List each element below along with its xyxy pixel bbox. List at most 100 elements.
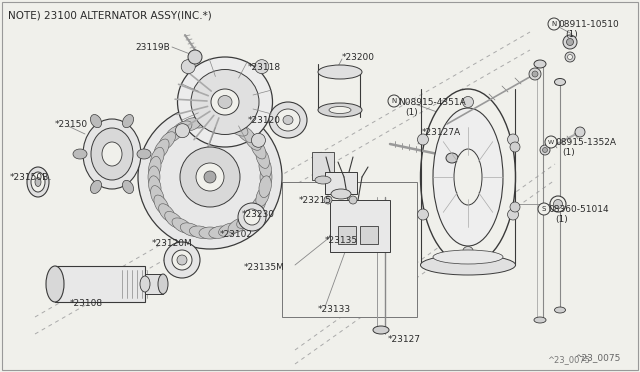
Ellipse shape bbox=[251, 195, 266, 215]
Bar bbox=[312, 152, 334, 180]
Circle shape bbox=[550, 196, 566, 212]
Circle shape bbox=[252, 133, 266, 147]
Ellipse shape bbox=[554, 78, 566, 86]
Ellipse shape bbox=[446, 153, 458, 163]
Ellipse shape bbox=[148, 176, 161, 198]
Circle shape bbox=[568, 55, 573, 60]
Ellipse shape bbox=[315, 176, 331, 184]
Circle shape bbox=[543, 148, 547, 153]
Text: (1): (1) bbox=[405, 108, 418, 116]
Text: *23118: *23118 bbox=[248, 62, 281, 71]
Ellipse shape bbox=[219, 223, 240, 236]
Circle shape bbox=[388, 95, 400, 107]
Ellipse shape bbox=[259, 156, 271, 178]
Text: *23215: *23215 bbox=[299, 196, 332, 205]
Circle shape bbox=[540, 145, 550, 155]
Ellipse shape bbox=[259, 176, 271, 198]
Circle shape bbox=[177, 255, 187, 265]
Circle shape bbox=[417, 134, 428, 145]
Text: *23150B: *23150B bbox=[10, 173, 49, 182]
Ellipse shape bbox=[251, 139, 266, 159]
Circle shape bbox=[538, 203, 550, 215]
Ellipse shape bbox=[260, 166, 272, 188]
Ellipse shape bbox=[244, 204, 261, 222]
Ellipse shape bbox=[228, 121, 248, 136]
Text: S: S bbox=[542, 206, 546, 212]
Ellipse shape bbox=[148, 166, 160, 188]
Ellipse shape bbox=[329, 106, 351, 113]
Ellipse shape bbox=[276, 109, 300, 131]
Bar bbox=[325, 172, 357, 194]
Circle shape bbox=[138, 105, 282, 249]
Text: (1): (1) bbox=[562, 148, 575, 157]
Ellipse shape bbox=[159, 204, 175, 222]
Ellipse shape bbox=[159, 132, 175, 150]
Ellipse shape bbox=[83, 119, 141, 189]
Ellipse shape bbox=[211, 89, 239, 115]
Text: ^23_0075: ^23_0075 bbox=[547, 356, 590, 365]
Circle shape bbox=[565, 52, 575, 62]
Ellipse shape bbox=[209, 116, 230, 128]
Ellipse shape bbox=[218, 96, 232, 109]
Circle shape bbox=[244, 209, 260, 225]
Circle shape bbox=[545, 136, 557, 148]
Text: ^23_0075: ^23_0075 bbox=[573, 353, 620, 362]
Ellipse shape bbox=[177, 57, 273, 147]
Circle shape bbox=[175, 124, 189, 138]
Ellipse shape bbox=[219, 118, 240, 131]
Text: (1): (1) bbox=[565, 29, 578, 38]
Circle shape bbox=[188, 50, 202, 64]
Ellipse shape bbox=[318, 103, 362, 117]
Circle shape bbox=[575, 127, 585, 137]
Circle shape bbox=[532, 71, 538, 77]
Circle shape bbox=[566, 38, 573, 45]
Ellipse shape bbox=[420, 255, 515, 275]
Text: 23119B: 23119B bbox=[135, 42, 170, 51]
Bar bbox=[360, 226, 378, 244]
Ellipse shape bbox=[331, 189, 351, 199]
Text: *23127: *23127 bbox=[388, 336, 421, 344]
Text: *23120: *23120 bbox=[248, 115, 281, 125]
Ellipse shape bbox=[256, 147, 269, 169]
Text: *23200: *23200 bbox=[342, 52, 375, 61]
Ellipse shape bbox=[31, 172, 45, 192]
Circle shape bbox=[548, 18, 560, 30]
Ellipse shape bbox=[150, 147, 164, 169]
Ellipse shape bbox=[180, 223, 202, 236]
Text: *23230: *23230 bbox=[242, 209, 275, 218]
Ellipse shape bbox=[90, 180, 102, 193]
Bar bbox=[330, 200, 390, 252]
Circle shape bbox=[181, 60, 195, 74]
Circle shape bbox=[255, 60, 269, 74]
Text: *23150: *23150 bbox=[55, 119, 88, 128]
Circle shape bbox=[180, 147, 240, 207]
Ellipse shape bbox=[122, 180, 134, 193]
Text: W: W bbox=[548, 140, 554, 144]
Ellipse shape bbox=[189, 116, 211, 128]
Ellipse shape bbox=[433, 250, 503, 264]
Ellipse shape bbox=[164, 211, 183, 228]
Ellipse shape bbox=[102, 142, 122, 166]
Ellipse shape bbox=[534, 317, 546, 323]
Ellipse shape bbox=[164, 126, 183, 142]
Ellipse shape bbox=[140, 276, 150, 292]
Bar bbox=[55, 266, 145, 302]
Text: (1): (1) bbox=[555, 215, 568, 224]
Ellipse shape bbox=[154, 195, 169, 215]
Circle shape bbox=[554, 199, 563, 208]
Text: 08911-10510: 08911-10510 bbox=[558, 19, 619, 29]
Ellipse shape bbox=[150, 186, 164, 207]
Text: *23133: *23133 bbox=[318, 305, 351, 314]
Ellipse shape bbox=[237, 126, 255, 142]
Ellipse shape bbox=[73, 149, 87, 159]
Text: *23135: *23135 bbox=[325, 235, 358, 244]
Circle shape bbox=[172, 250, 192, 270]
Circle shape bbox=[349, 196, 357, 204]
Ellipse shape bbox=[373, 326, 389, 334]
Ellipse shape bbox=[158, 274, 168, 294]
Circle shape bbox=[508, 209, 518, 220]
Ellipse shape bbox=[172, 121, 192, 136]
Ellipse shape bbox=[237, 211, 255, 228]
Ellipse shape bbox=[189, 226, 211, 238]
Ellipse shape bbox=[433, 108, 503, 246]
